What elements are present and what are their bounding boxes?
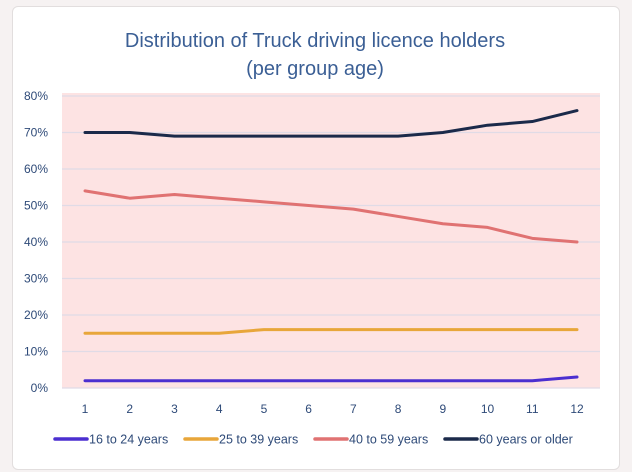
legend-label: 16 to 24 years: [89, 433, 168, 447]
x-tick-label: 4: [216, 402, 223, 416]
legend-label: 60 years or older: [479, 433, 573, 447]
x-tick-label: 3: [171, 402, 178, 416]
y-tick-label: 0%: [31, 381, 49, 395]
y-tick-label: 30%: [24, 272, 48, 286]
plot-area: [62, 93, 600, 388]
x-tick-label: 11: [526, 402, 539, 416]
y-tick-label: 10%: [24, 345, 48, 359]
x-tick-label: 7: [350, 402, 357, 416]
x-tick-label: 9: [439, 402, 446, 416]
legend-label: 40 to 59 years: [349, 433, 428, 447]
x-tick-label: 1: [82, 402, 89, 416]
chart-title-line-2: (per group age): [246, 58, 384, 80]
x-tick-label: 2: [126, 402, 133, 416]
x-tick-label: 6: [305, 402, 312, 416]
y-tick-label: 70%: [24, 126, 48, 140]
series-line-2: [83, 328, 579, 335]
x-tick-label: 5: [261, 402, 268, 416]
y-tick-label: 60%: [24, 162, 48, 176]
y-tick-label: 50%: [24, 199, 48, 213]
series-line-4: [83, 109, 579, 138]
x-tick-label: 10: [481, 402, 495, 416]
series-line-3: [83, 189, 579, 244]
y-tick-label: 20%: [24, 308, 48, 322]
chart-title-line-1: Distribution of Truck driving licence ho…: [125, 30, 505, 52]
x-tick-label: 8: [395, 402, 402, 416]
legend-label: 25 to 39 years: [219, 433, 298, 447]
x-tick-label: 12: [570, 402, 584, 416]
y-tick-label: 40%: [24, 235, 48, 249]
y-tick-label: 80%: [24, 89, 48, 103]
series-line-1: [83, 375, 579, 383]
